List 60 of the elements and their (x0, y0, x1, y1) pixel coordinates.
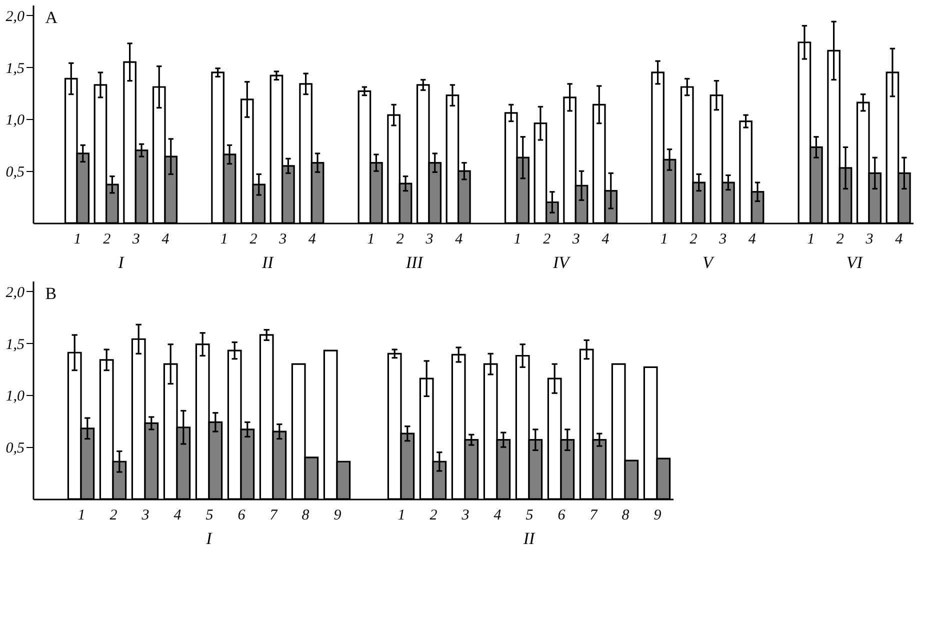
x-tick-label: 8 (622, 508, 630, 524)
x-tick-label: 3 (460, 508, 470, 524)
x-tick-label: 3 (864, 232, 874, 248)
x-tick-label: 4 (455, 232, 464, 248)
text: V (702, 253, 716, 272)
x-tick-label: 3 (140, 508, 150, 524)
x-tick-label: 2 (543, 232, 552, 248)
x-tick-label: 4 (174, 508, 182, 524)
x-tick-label: 6 (238, 508, 246, 524)
x-tick-label: 2 (690, 232, 698, 248)
x-tick-label: 3 (424, 232, 434, 248)
y-tick-label: 1,0 (6, 388, 25, 405)
x-tick-label: 1 (78, 508, 86, 524)
y-tick-label: 1,5 (6, 336, 25, 353)
y-tick-label: 1,5 (6, 60, 25, 77)
text: II (261, 253, 275, 272)
chart-title: A (45, 8, 58, 27)
y-tick-label: 1,0 (6, 112, 25, 129)
x-tick-label: 1 (220, 232, 228, 248)
x-tick-label: 4 (748, 232, 756, 248)
text: VI (846, 253, 864, 272)
x-tick-label: 9 (334, 508, 342, 524)
x-tick-label: 7 (590, 508, 599, 524)
x-tick-label: 3 (278, 232, 287, 248)
y-tick-label: 0,5 (6, 440, 25, 457)
x-tick-label: 2 (430, 508, 438, 524)
x-tick-label: 9 (654, 508, 662, 524)
y-tick-label: 2,0 (6, 8, 25, 25)
x-tick-label: 4 (494, 508, 502, 524)
x-tick-label: 2 (396, 232, 404, 248)
x-tick-label: 8 (302, 508, 310, 524)
x-tick-label: 2 (110, 508, 118, 524)
x-tick-label: 2 (836, 232, 844, 248)
x-tick-label: 2 (103, 232, 112, 248)
text: IV (552, 253, 572, 272)
x-tick-label: 3 (571, 232, 580, 248)
chart-title: B (45, 284, 57, 303)
x-tick-label: 1 (660, 232, 668, 248)
text: III (404, 253, 424, 272)
text: I (205, 529, 214, 548)
x-tick-label: 3 (131, 232, 140, 248)
x-tick-label: 4 (602, 232, 610, 248)
text: I (117, 253, 126, 272)
x-tick-label: 5 (526, 508, 534, 524)
text: II (522, 529, 536, 548)
x-tick-label: 1 (74, 232, 82, 248)
x-tick-label: 4 (895, 232, 904, 248)
x-tick-label: 2 (250, 232, 258, 248)
x-tick-label: 1 (514, 232, 522, 248)
y-tick-label: 0,5 (6, 164, 25, 181)
x-tick-label: 4 (162, 232, 170, 248)
x-tick-label: 1 (807, 232, 815, 248)
x-tick-label: 7 (270, 508, 279, 524)
x-tick-label: 4 (308, 232, 316, 248)
x-tick-label: 5 (206, 508, 214, 524)
x-tick-label: 6 (558, 508, 566, 524)
x-tick-label: 1 (367, 232, 375, 248)
x-tick-label: 1 (398, 508, 406, 524)
x-tick-label: 3 (718, 232, 727, 248)
y-tick-label: 2,0 (6, 284, 25, 301)
